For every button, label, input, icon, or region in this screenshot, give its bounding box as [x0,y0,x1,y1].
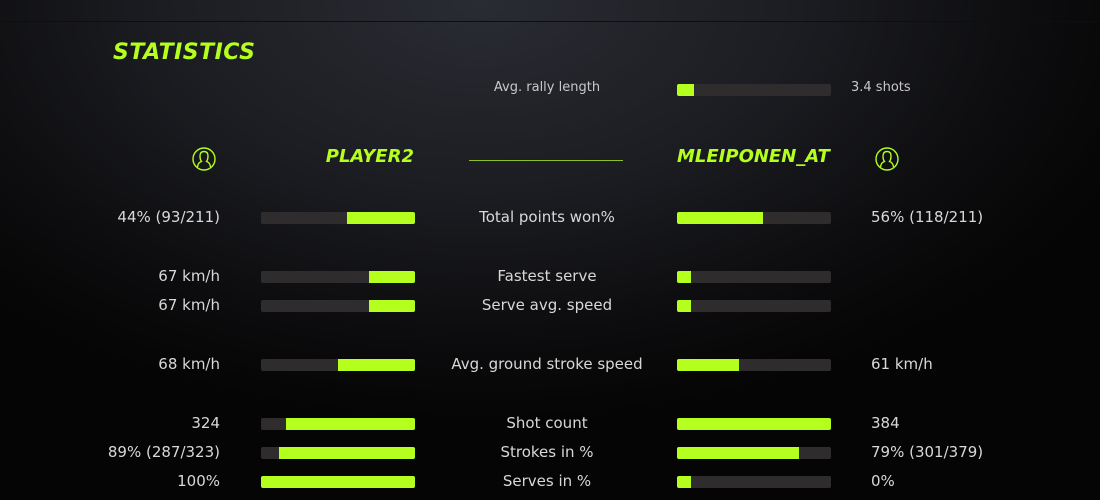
right-bar [677,476,831,488]
stat-row: 67 km/h Serve avg. speed [0,296,1100,316]
right-bar-fill [677,300,691,312]
left-bar [261,300,415,312]
left-bar-fill [285,418,415,430]
left-bar-fill [347,212,415,224]
left-value: 324 [191,414,220,432]
left-value: 100% [177,472,220,490]
stat-row: 89% (287/323) Strokes in % 79% (301/379) [0,443,1100,463]
user-circle-icon [192,147,216,171]
right-bar [677,359,831,371]
left-bar-fill [261,476,415,488]
stat-label: Shot count [506,414,588,432]
stat-label: Fastest serve [497,267,597,285]
header-divider [469,160,623,161]
right-bar-fill [677,476,691,488]
left-bar-fill [368,300,415,312]
rally-bar [677,84,831,96]
stat-row: 68 km/h Avg. ground stroke speed 61 km/h [0,355,1100,375]
stat-row: 324 Shot count 384 [0,414,1100,434]
left-bar [261,271,415,283]
right-bar-fill [677,359,739,371]
right-bar [677,447,831,459]
stat-label: Total points won% [479,208,615,226]
left-value: 68 km/h [158,355,220,373]
right-bar [677,271,831,283]
left-bar [261,418,415,430]
player-left-name: PLAYER2 [325,146,414,167]
right-value: 56% (118/211) [871,208,984,226]
left-value: 67 km/h [158,296,220,314]
left-bar [261,447,415,459]
left-bar-fill [338,359,415,371]
stat-label: Avg. ground stroke speed [451,355,643,373]
right-bar [677,300,831,312]
rally-label: Avg. rally length [493,80,601,95]
right-bar-fill [677,418,831,430]
stat-row: 67 km/h Fastest serve [0,267,1100,287]
stat-label: Serve avg. speed [481,296,613,314]
page-title: STATISTICS [113,40,256,65]
left-value: 67 km/h [158,267,220,285]
left-value: 89% (287/323) [107,443,220,461]
stat-label: Serves in % [502,472,592,490]
left-value: 44% (93/211) [117,208,220,226]
left-bar-fill [368,271,415,283]
player-right-name: MLEIPONEN_AT [677,146,830,167]
stat-label: Strokes in % [500,443,594,461]
left-bar [261,476,415,488]
rally-bar-fill [677,84,694,96]
left-bar [261,212,415,224]
right-bar-fill [677,271,691,283]
rally-row: Avg. rally length 3.4 shots [0,80,1100,100]
top-divider [0,21,1100,22]
left-bar-fill [279,447,415,459]
stat-row: 100% Serves in % 0% [0,472,1100,492]
user-circle-icon [875,147,899,171]
right-bar [677,418,831,430]
stat-row: 44% (93/211) Total points won% 56% (118/… [0,208,1100,228]
right-bar-fill [677,447,799,459]
left-bar [261,359,415,371]
right-value: 61 km/h [871,355,933,373]
right-bar [677,212,831,224]
right-value: 384 [871,414,900,432]
right-bar-fill [677,212,764,224]
right-value: 79% (301/379) [871,443,984,461]
right-value: 0% [871,472,895,490]
rally-value: 3.4 shots [851,80,911,95]
